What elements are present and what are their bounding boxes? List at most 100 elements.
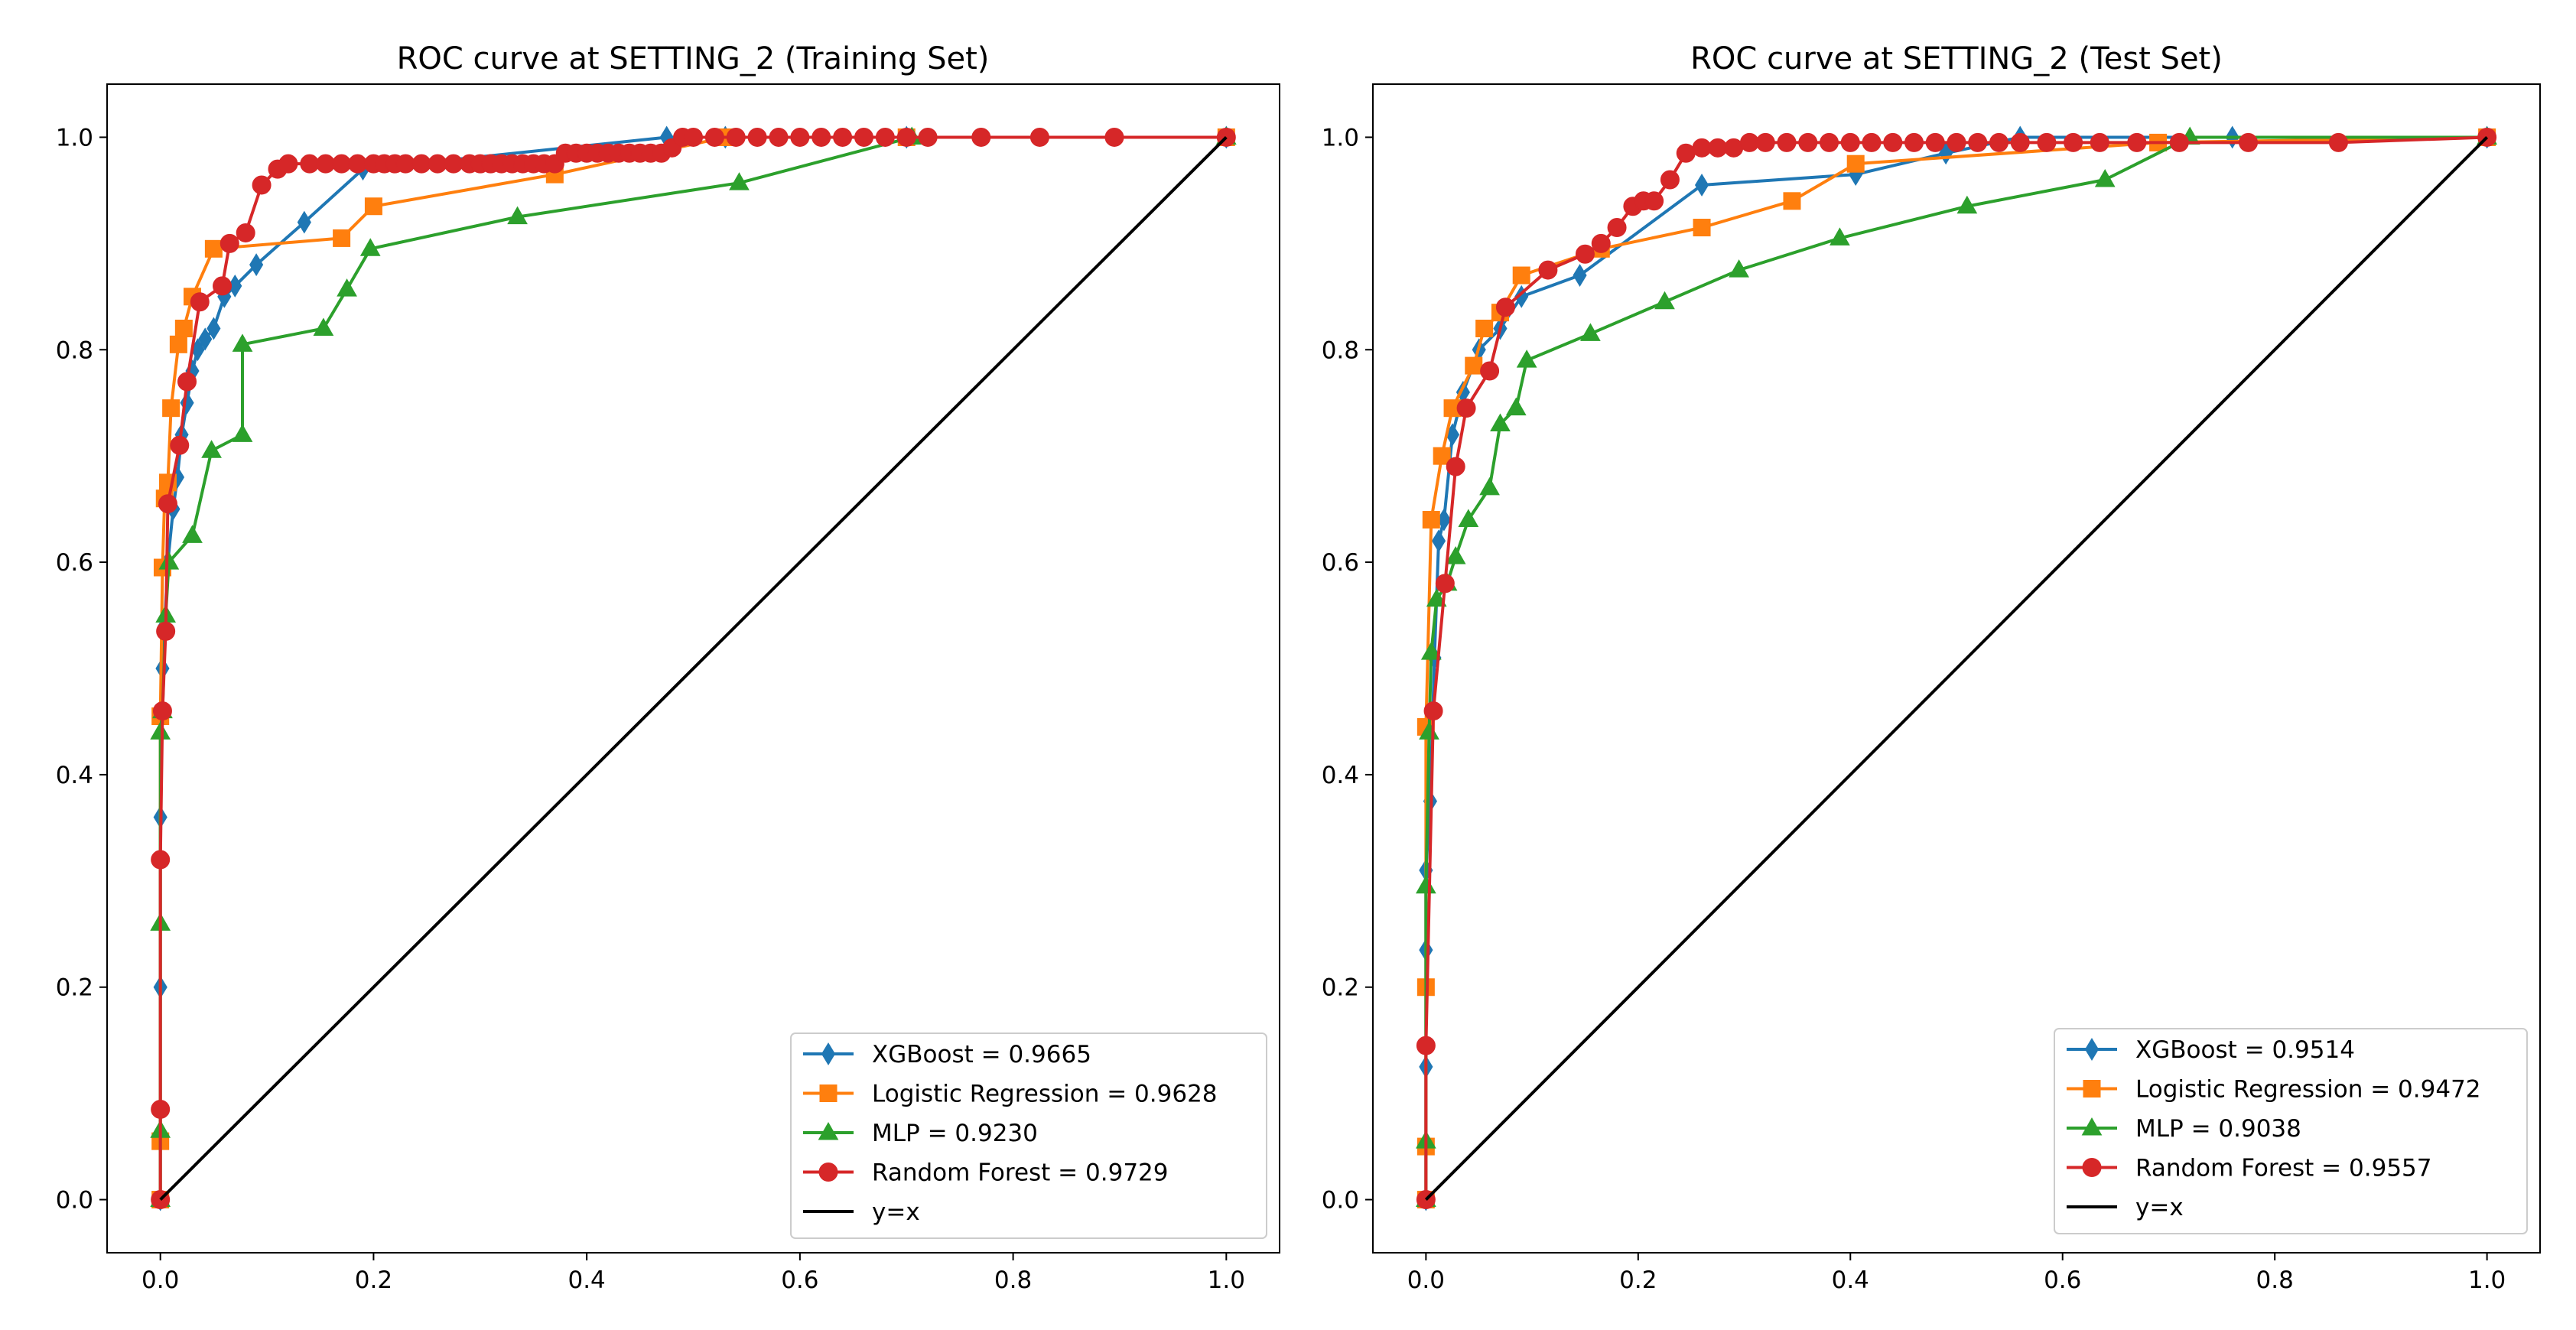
test-random-forest-point [2328,132,2348,152]
test-x-ticks: 0.0 0.2 0.4 0.6 0.8 1.0 [1407,1253,2506,1294]
training-random-forest-point [444,154,463,174]
training-random-forest-point [875,127,895,147]
training-mlp-point [232,333,253,352]
training-y-line [159,136,1228,1201]
training-logistic-regression-point [364,197,382,216]
test-mlp-point [1479,476,1500,496]
test-random-forest-point [1456,398,1476,418]
test-random-forest-point [2239,132,2258,152]
test-random-forest-point [1607,218,1627,238]
test-random-forest-point [2010,132,2030,152]
training-random-forest-point [684,127,703,147]
training-random-forest-point [812,127,831,147]
test-roc-panel: ROC curve at SETTING_2 (Test Set) 0.0 0.2… [1322,41,2541,1294]
legend-marker-swatch [2082,1158,2102,1177]
test-random-forest-point [1495,298,1515,317]
test-mlp-point [1505,397,1527,416]
test-mlp-point [1830,227,1850,246]
test-random-forest-point [1660,170,1680,190]
test-random-forest-point [2037,132,2057,152]
training-xgboost-point [198,327,213,351]
x-tick-label: 0.6 [781,1267,818,1294]
training-roc-panel: ROC curve at SETTING_2 (Training Set) 0.… [56,41,1280,1294]
test-random-forest-point [1416,1036,1436,1055]
training-random-forest-point [411,154,431,174]
y-tick-label: 0.2 [1322,974,1359,1002]
legend-label: Logistic Regression = 0.9472 [2135,1076,2481,1104]
y-tick-label: 1.0 [1322,124,1359,151]
training-random-forest-point [300,154,320,174]
legend-item-logistic-regression: Logistic Regression = 0.9472 [2067,1076,2481,1104]
legend-marker-swatch [818,1121,839,1140]
training-random-forest-point [769,127,789,147]
training-random-forest-point [747,127,767,147]
legend-label: y=x [872,1198,920,1226]
y-tick-label: 0.0 [1322,1187,1359,1215]
training-random-forest-point [395,154,415,174]
test-logistic-regression-point [1783,192,1801,210]
legend-item-xgboost: XGBoost = 0.9514 [2067,1036,2355,1064]
training-logistic-regression-point [162,399,181,418]
legend-marker-swatch [2084,1038,2100,1061]
test-random-forest-point [1883,132,1903,152]
test-mlp-point [1729,259,1749,278]
test-random-forest-point [1777,132,1797,152]
test-random-forest-point [2090,132,2109,152]
x-tick-label: 0.8 [2256,1267,2294,1294]
x-tick-label: 1.0 [1208,1267,1245,1294]
x-tick-label: 0.0 [141,1267,179,1294]
training-random-forest-point [316,154,336,174]
test-mlp-point [1654,291,1675,310]
test-mlp-point [1516,350,1537,368]
training-series-y [159,136,1228,1201]
training-random-forest-point [332,154,352,174]
training-xgboost-point [249,253,264,277]
legend-label: MLP = 0.9038 [2135,1115,2301,1143]
test-random-forest-point [1989,132,2008,152]
y-tick-label: 1.0 [56,124,93,151]
training-random-forest-point [170,435,190,455]
test-mlp-point [2094,169,2116,187]
training-random-forest-point [190,292,210,312]
legend-label: XGBoost = 0.9514 [2135,1036,2355,1064]
training-random-forest-point [428,154,447,174]
test-xgboost-point [1431,529,1446,553]
training-mlp-point [232,424,253,442]
training-series-random-forest [151,127,1236,1210]
training-logistic-regression-point [204,239,223,258]
test-y-ticks: 0.0 0.2 0.4 0.6 0.8 1.0 [1322,124,1373,1215]
training-y-ticks: 0.0 0.2 0.4 0.6 0.8 1.0 [56,124,107,1215]
legend-label: MLP = 0.9230 [872,1120,1038,1147]
test-series-y [1424,136,2489,1201]
test-mlp-point [1426,588,1447,607]
training-plot-marks [150,125,1237,1211]
training-x-ticks: 0.0 0.2 0.4 0.6 0.8 1.0 [141,1253,1245,1294]
test-y-line [1424,136,2489,1201]
y-tick-label: 0.8 [1322,337,1359,364]
training-random-forest-point [918,127,938,147]
legend-box [2054,1028,2528,1234]
training-random-forest-point [348,154,368,174]
legend-marker-swatch [819,1084,838,1102]
training-random-forest-point [726,127,746,147]
training-mlp-point [201,440,222,458]
training-logistic-regression-point [333,229,351,247]
test-random-forest-point [1480,361,1500,381]
legend-marker-swatch [2083,1080,2101,1097]
legend-marker-swatch [2081,1117,2103,1136]
training-xgboost-point [297,210,311,234]
test-mlp-point [1956,195,1978,214]
training-random-forest-point [704,127,724,147]
legend-label: Random Forest = 0.9557 [2135,1155,2432,1182]
x-tick-label: 0.8 [994,1267,1032,1294]
training-axes-frame [106,83,1280,1254]
training-mlp-point [337,278,357,297]
training-logistic-regression-point [169,335,187,353]
x-tick-label: 0.0 [1407,1267,1445,1294]
training-random-forest-point [790,127,810,147]
x-tick-label: 0.4 [568,1267,605,1294]
x-tick-label: 0.4 [1832,1267,1869,1294]
test-xgboost-point [1573,264,1587,287]
test-random-forest-point [1840,132,1860,152]
